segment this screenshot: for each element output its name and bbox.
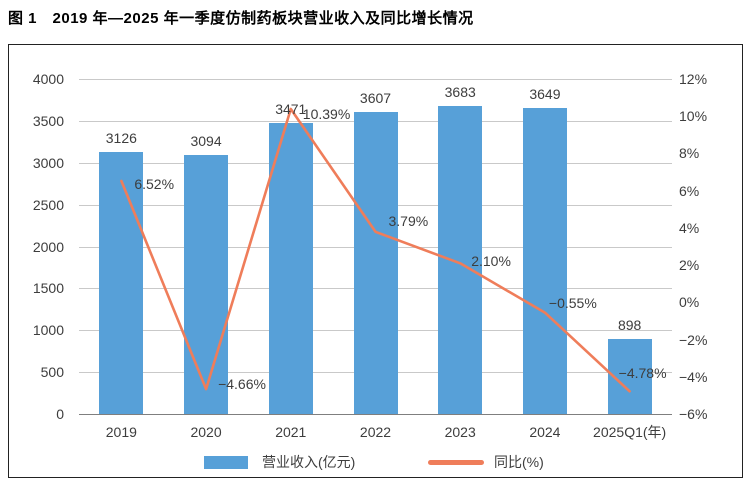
chart-area: 4000 3500 3000 2500 2000 1500 1000 500 0 12% 10% 8… — [8, 44, 743, 478]
bar-2021 — [268, 123, 313, 414]
bar-value-label: 3471 — [275, 101, 307, 118]
x-axis-tick: 2019 — [105, 424, 137, 440]
x-axis-tick: 2023 — [444, 424, 476, 440]
left-axis-tick: 2500 — [32, 196, 64, 213]
right-axis-tick: −6% — [679, 406, 708, 422]
x-axis-tick: 2022 — [359, 424, 392, 440]
right-axis-tick: 2% — [679, 257, 700, 274]
left-axis-tick: 1000 — [32, 322, 64, 339]
left-axis-tick: 4000 — [32, 71, 64, 87]
right-axis-tick: −4% — [679, 368, 708, 385]
right-axis-tick: 6% — [679, 182, 700, 199]
x-axis-tick: 2024 — [529, 424, 561, 440]
line-point-label: 6.52% — [134, 175, 175, 192]
x-axis-tick: 2021 — [275, 424, 307, 440]
right-axis-tick: 10% — [679, 108, 708, 125]
bar-value-label: 3094 — [190, 132, 222, 149]
x-axis-line — [79, 414, 672, 415]
bar-value-label: 3649 — [529, 86, 561, 103]
x-axis-tick: 2020 — [190, 424, 222, 440]
figure-title: 图 1 2019 年—2025 年一季度仿制药板块营业收入及同比增长情况 — [8, 10, 474, 27]
bar-value-label: 3126 — [105, 130, 137, 147]
line-point-label: 2.10% — [471, 253, 511, 270]
left-axis-tick: 1500 — [32, 280, 64, 297]
line-point-label: −4.66% — [218, 376, 266, 393]
legend-bar-label: 营业收入(亿元) — [262, 454, 356, 470]
left-axis-tick: 2000 — [32, 238, 64, 255]
right-axis-tick: 12% — [679, 71, 708, 87]
right-axis-tick: 8% — [679, 145, 700, 162]
left-axis-tick: 500 — [40, 364, 64, 381]
line-point-label: −4.78% — [618, 365, 667, 382]
left-axis-tick: 3500 — [32, 112, 64, 129]
legend-line-swatch — [428, 460, 484, 465]
bar-2022 — [353, 111, 398, 414]
left-axis-tick: 0 — [56, 406, 64, 422]
bar-value-label: 3607 — [359, 89, 392, 106]
right-axis-tick: −2% — [679, 331, 708, 348]
right-axis-tick: 0% — [679, 294, 700, 311]
legend-line-label: 同比(%) — [494, 454, 544, 470]
gridline — [79, 79, 672, 80]
bar-value-label: 3683 — [444, 83, 476, 100]
line-point-label: −0.55% — [548, 294, 597, 311]
bar-value-label: 898 — [617, 316, 642, 333]
right-axis-tick: 4% — [679, 219, 700, 236]
x-axis-tick: 2025Q1(年) — [593, 424, 667, 440]
line-point-label: 10.39% — [302, 105, 351, 122]
legend-bar-swatch — [204, 456, 248, 469]
bar-2024 — [522, 108, 567, 414]
line-point-label: 3.79% — [388, 212, 429, 229]
left-axis-tick: 3000 — [32, 154, 64, 171]
